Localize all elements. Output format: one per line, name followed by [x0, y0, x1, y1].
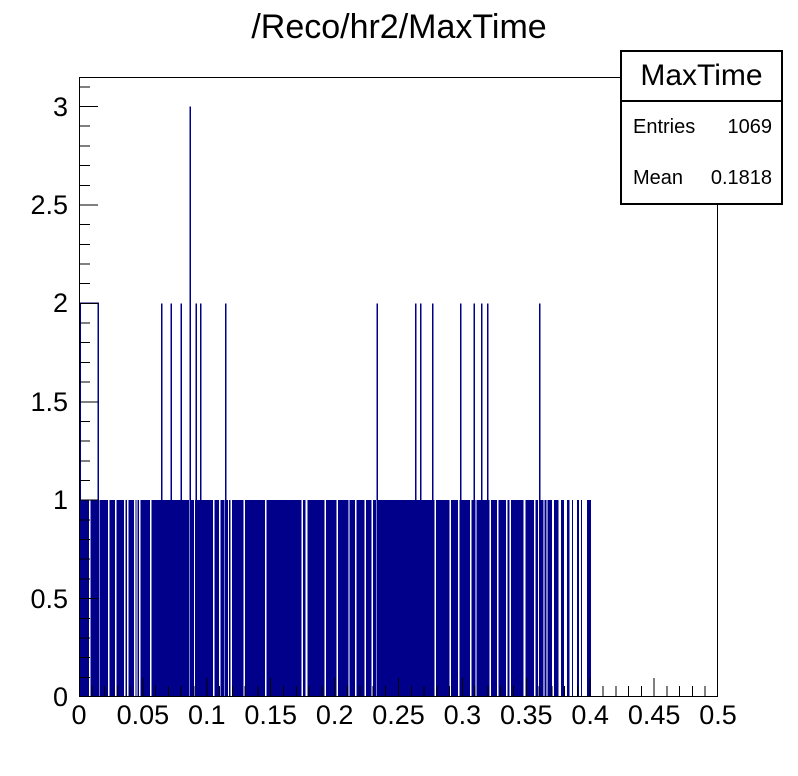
- x-tick-label: 0.1: [188, 700, 226, 730]
- x-tick-label: 0.05: [116, 700, 170, 730]
- y-tick-label: 0.5: [30, 583, 68, 614]
- y-tick-label: 1.5: [30, 386, 68, 417]
- x-tick-label: 0.45: [627, 700, 681, 730]
- x-tick-label: 0.2: [315, 700, 354, 730]
- stats-entries-label: Entries: [633, 116, 696, 139]
- x-tick-label: 0.35: [500, 700, 553, 730]
- stats-rows: Entries 1069 Mean 0.1818: [622, 102, 781, 203]
- y-tick-label: 2.5: [30, 189, 68, 220]
- stats-mean-label: Mean: [633, 166, 684, 189]
- stats-row-entries: Entries 1069: [622, 117, 781, 137]
- stats-title: MaxTime: [622, 52, 781, 102]
- stats-entries-value: 1069: [727, 116, 773, 139]
- x-tick-label: 0.15: [244, 700, 297, 730]
- plot-title: /Reco/hr2/MaxTime: [251, 8, 547, 46]
- y-tick-label: 0: [52, 682, 68, 712]
- stats-mean-value: 0.1818: [710, 166, 772, 189]
- x-tick-label: 0: [71, 700, 87, 730]
- y-tick-label: 1: [52, 485, 68, 516]
- y-tick-label: 2: [52, 288, 68, 319]
- x-tick-label: 0.4: [571, 700, 609, 730]
- stats-box: MaxTime Entries 1069 Mean 0.1818: [620, 50, 783, 205]
- x-tick-label: 0.3: [443, 700, 482, 730]
- y-tick-label: 3: [52, 91, 68, 122]
- x-tick-label: 0.25: [372, 700, 425, 730]
- plot-frame: [79, 77, 718, 697]
- stats-row-mean: Mean 0.1818: [622, 168, 781, 188]
- histogram-plot: [79, 77, 718, 697]
- x-tick-label: 0.5: [699, 700, 737, 730]
